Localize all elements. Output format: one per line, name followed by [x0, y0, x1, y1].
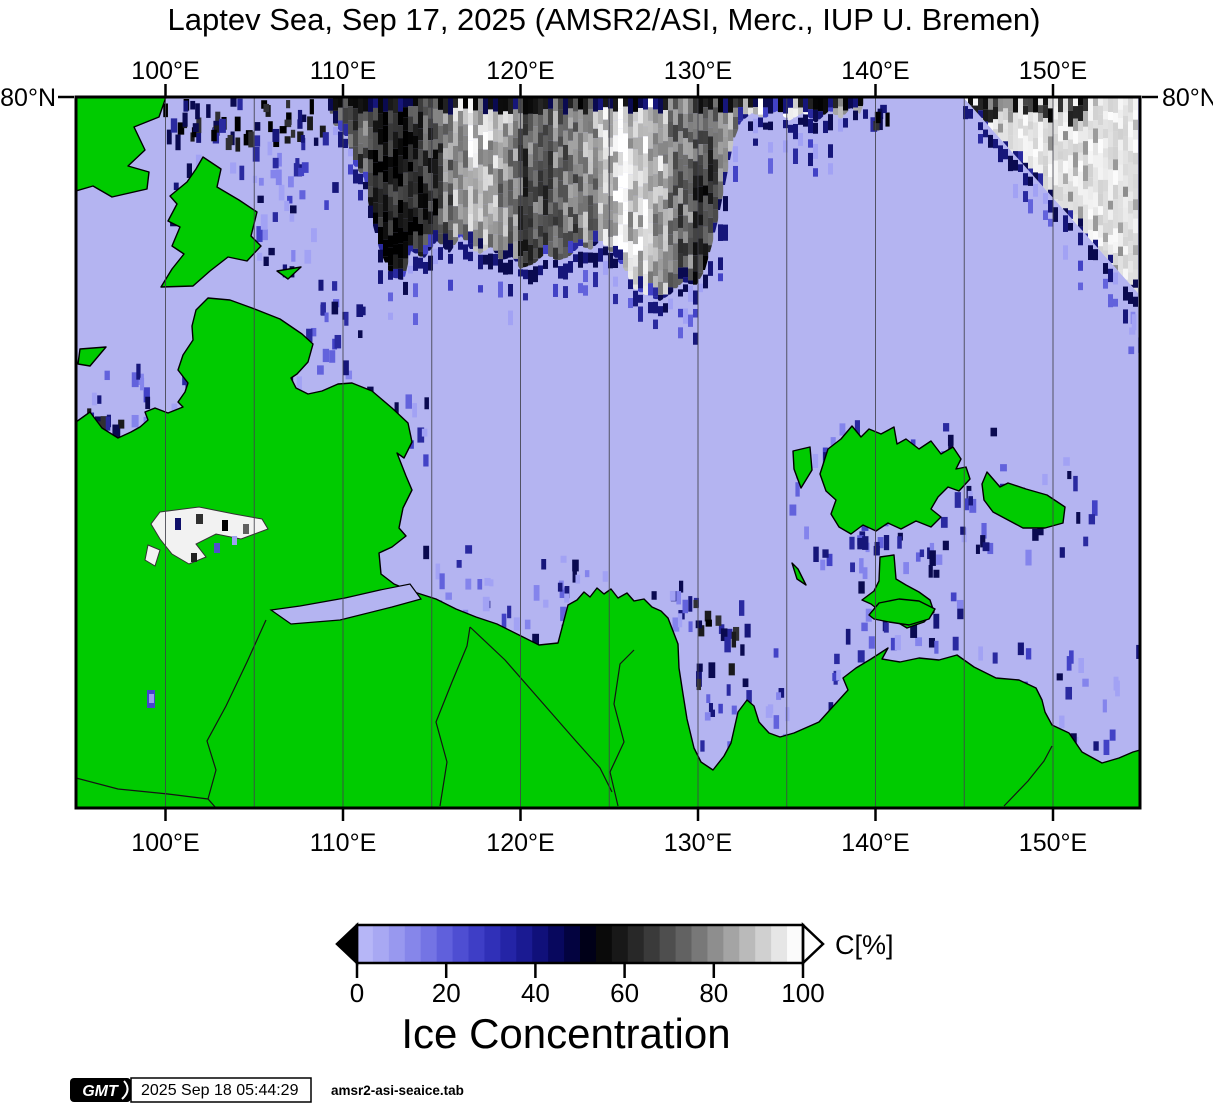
- land-sliver-west: [77, 346, 107, 367]
- land-novaya-sibir: [981, 471, 1066, 529]
- axis-label-bottom-110e: 110°E: [310, 829, 377, 857]
- river-4: [469, 626, 613, 793]
- rivers: [76, 619, 1053, 808]
- timestamp-box: [130, 1077, 312, 1103]
- ice-wedge-texture: [963, 97, 1138, 293]
- river-6: [1003, 745, 1053, 807]
- longitude-grid: [165, 97, 1054, 808]
- axis-label-top-150e: 150°E: [1019, 57, 1087, 85]
- land-lyakhovsky: [868, 598, 936, 626]
- axis-label-top-120e: 120°E: [486, 57, 554, 85]
- gmt-logo-box: [70, 1078, 131, 1102]
- axis-label-bottom-150e: 150°E: [1019, 829, 1087, 857]
- colorbar-tick-label-20: 20: [432, 978, 461, 1008]
- river-5: [609, 649, 635, 807]
- gmt-logo-swash-icon: [121, 1080, 129, 1100]
- land-kotelny: [819, 425, 971, 535]
- colorbar-left-arrow: [335, 922, 359, 966]
- colorbar-tick-label-100: 100: [781, 978, 824, 1008]
- ice-fringe: [328, 98, 1138, 345]
- colorbar: 0 20 40 60 80 100 C[%] Ice Concentration: [335, 922, 894, 1057]
- colorbar-right-arrow: [801, 922, 825, 966]
- lake-taymyr: [144, 506, 269, 708]
- land-october-revolution: [160, 156, 262, 288]
- footer: GMT 2025 Sep 18 05:44:29 amsr2-asi-seaic…: [70, 1077, 464, 1103]
- axis-label-bottom-140e: 140°E: [841, 829, 909, 857]
- colorbar-tick-label-0: 0: [350, 978, 364, 1008]
- colorbar-tick-label-40: 40: [521, 978, 550, 1008]
- lat-label-right: 80°N: [1162, 84, 1213, 112]
- map-root: [76, 97, 1140, 808]
- land-kotelny-west-sliver: [792, 446, 813, 489]
- gmt-logo-text: GMT: [82, 1083, 119, 1100]
- land-layer: [76, 97, 1140, 808]
- axis-label-bottom-100e: 100°E: [131, 829, 199, 857]
- colorbar-tick-label-80: 80: [699, 978, 728, 1008]
- axis-label-top-130e: 130°E: [664, 57, 732, 85]
- river-1: [76, 777, 217, 808]
- colorbar-outline: [355, 923, 805, 965]
- river-2: [206, 619, 267, 800]
- timestamp-text: 2025 Sep 18 05:44:29: [141, 1082, 299, 1099]
- colorbar-caption: Ice Concentration: [401, 1010, 730, 1057]
- land-stolbovoy-sliver: [791, 562, 807, 586]
- axis-label-bottom-120e: 120°E: [486, 829, 554, 857]
- map-frame: [74, 95, 1142, 810]
- river-3: [435, 626, 471, 807]
- axis-label-bottom-130e: 130°E: [664, 829, 732, 857]
- axis-label-top-110e: 110°E: [310, 57, 377, 85]
- axis-label-top-100e: 100°E: [131, 57, 199, 85]
- source-filename: amsr2-asi-seaice.tab: [331, 1083, 464, 1098]
- map-clip-group: [76, 97, 1140, 808]
- colorbar-ticks: 0 20 40 60 80 100: [350, 963, 825, 1008]
- lat-label-left: 80°N: [0, 84, 56, 112]
- figure-title: Laptev Sea, Sep 17, 2025 (AMSR2/ASI, Mer…: [168, 2, 1041, 37]
- colorbar-unit-label: C[%]: [835, 930, 894, 960]
- axes-root: 100°E 100°E 110°E 110°E 120°E 120°E 130°E 130°E…: [58, 57, 1158, 857]
- land-sliver-east: [276, 266, 302, 280]
- khatanga-gulf: [269, 583, 422, 625]
- colorbar-tick-label-60: 60: [610, 978, 639, 1008]
- land-mainland: [76, 297, 1140, 808]
- land-komsomolets: [76, 97, 167, 198]
- colorbar-gradient: [357, 925, 804, 963]
- axis-label-top-140e: 140°E: [841, 57, 909, 85]
